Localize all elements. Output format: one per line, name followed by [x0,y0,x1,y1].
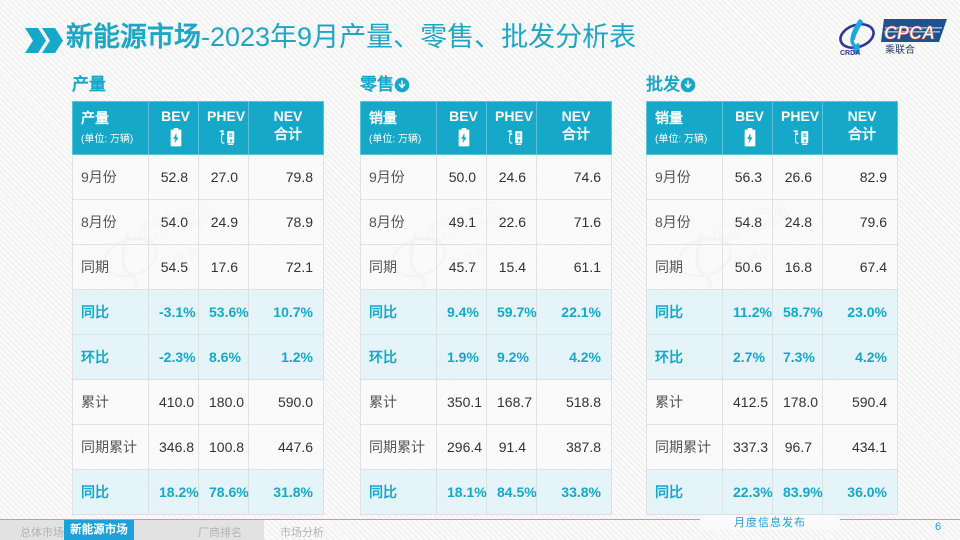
svg-text:乘联合: 乘联合 [885,43,915,56]
svg-text:CPCA: CPCA [884,23,935,43]
svg-text:CRDA: CRDA [840,50,860,56]
